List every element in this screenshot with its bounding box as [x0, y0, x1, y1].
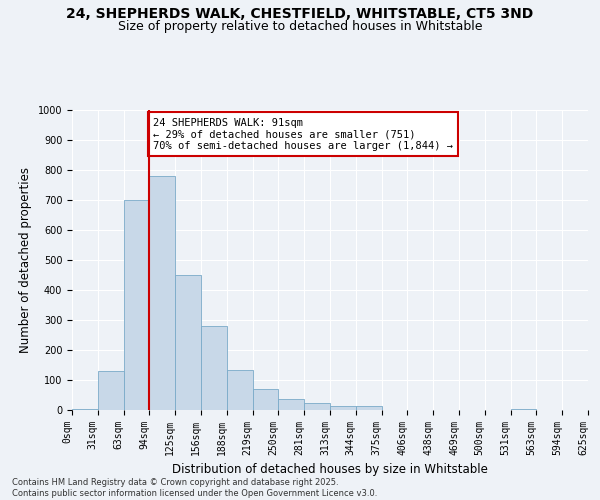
Bar	[72, 408, 98, 410]
Bar	[98, 371, 124, 410]
Text: Size of property relative to detached houses in Whitstable: Size of property relative to detached ho…	[118, 20, 482, 33]
Text: 24 SHEPHERDS WALK: 91sqm
← 29% of detached houses are smaller (751)
70% of semi-: 24 SHEPHERDS WALK: 91sqm ← 29% of detach…	[153, 118, 453, 150]
Bar	[304, 402, 330, 410]
Bar	[175, 275, 201, 410]
Text: 24, SHEPHERDS WALK, CHESTFIELD, WHITSTABLE, CT5 3ND: 24, SHEPHERDS WALK, CHESTFIELD, WHITSTAB…	[67, 8, 533, 22]
X-axis label: Distribution of detached houses by size in Whitstable: Distribution of detached houses by size …	[172, 464, 488, 476]
Bar	[511, 408, 536, 410]
Text: Contains HM Land Registry data © Crown copyright and database right 2025.
Contai: Contains HM Land Registry data © Crown c…	[12, 478, 377, 498]
Bar	[149, 176, 175, 410]
Bar	[124, 200, 149, 410]
Y-axis label: Number of detached properties: Number of detached properties	[19, 167, 32, 353]
Bar	[278, 399, 304, 410]
Bar	[227, 370, 253, 410]
Bar	[201, 326, 227, 410]
Bar	[253, 389, 278, 410]
Bar	[356, 406, 382, 410]
Bar	[330, 406, 356, 410]
